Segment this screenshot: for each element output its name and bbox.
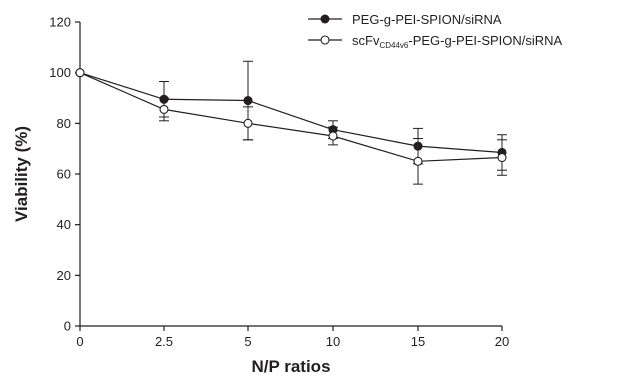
- x-axis-title: N/P ratios: [251, 357, 330, 376]
- series-line: [79, 72, 503, 154]
- legend: PEG-g-PEI-SPION/siRNA scFvCD44v6-PEG-g-P…: [308, 12, 563, 50]
- series-line: [79, 72, 503, 162]
- legend-item-series-2: scFvCD44v6-PEG-g-PEI-SPION/siRNA: [308, 33, 563, 50]
- legend-label-series-2-part-1: scFv: [352, 33, 380, 48]
- y-tick-label: 100: [49, 65, 71, 80]
- y-tick-label: 40: [57, 217, 71, 232]
- data-point: [243, 95, 253, 106]
- data-point: [243, 118, 253, 128]
- x-tick-label: 15: [411, 334, 425, 349]
- x-tick-label: 2.5: [155, 334, 173, 349]
- data-point: [413, 156, 423, 166]
- y-axis-title: Viability (%): [12, 126, 31, 222]
- legend-label-series-2-part-2: -PEG-g-PEI-SPION/siRNA: [408, 33, 562, 48]
- x-tick-label: 5: [244, 334, 251, 349]
- data-point: [159, 104, 169, 114]
- plot-area: 0 20 40 60 80 100 120 0 2.5 5 10 15 20: [49, 15, 509, 350]
- x-tick-label: 10: [326, 334, 340, 349]
- y-axis-ticks: 0 20 40 60 80 100 120: [49, 15, 80, 334]
- legend-label-series-2: scFvCD44v6-PEG-g-PEI-SPION/siRNA: [352, 33, 563, 50]
- legend-marker-series-1: [320, 14, 330, 24]
- y-tick-label: 80: [57, 116, 71, 131]
- x-tick-label: 0: [76, 334, 83, 349]
- legend-item-series-1: PEG-g-PEI-SPION/siRNA: [308, 12, 502, 27]
- y-tick-label: 0: [64, 319, 71, 334]
- data-point: [328, 131, 338, 141]
- series-2: [75, 68, 507, 185]
- series-1: [75, 60, 507, 171]
- series-layer: [75, 60, 507, 185]
- data-point: [75, 68, 85, 78]
- data-point: [497, 152, 507, 163]
- legend-label-series-2-subscript: CD44v6: [379, 41, 408, 50]
- x-tick-label: 20: [495, 334, 509, 349]
- y-tick-label: 20: [57, 268, 71, 283]
- y-tick-label: 60: [57, 167, 71, 182]
- legend-marker-series-2: [320, 35, 330, 45]
- legend-label-series-1: PEG-g-PEI-SPION/siRNA: [352, 12, 502, 27]
- x-axis-ticks: 0 2.5 5 10 15 20: [76, 326, 509, 349]
- y-tick-label: 120: [49, 15, 71, 30]
